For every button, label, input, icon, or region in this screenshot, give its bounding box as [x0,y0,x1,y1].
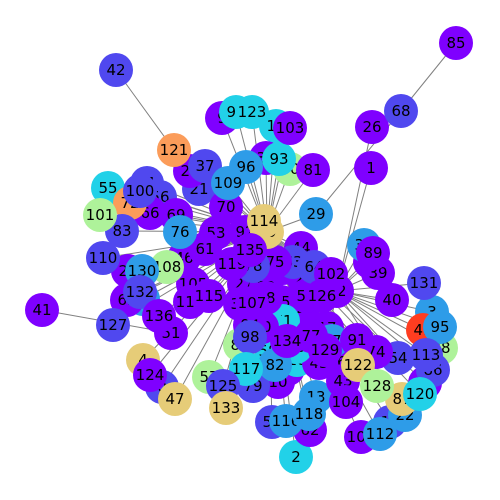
graph-node-127[interactable]: 127 [96,308,130,342]
graph-node-126[interactable]: 126 [305,279,339,313]
node-label: 133 [212,399,241,417]
node-label: 47 [165,390,184,408]
graph-node-121[interactable]: 121 [157,133,191,167]
node-label: 100 [126,182,155,200]
graph-node-104[interactable]: 104 [329,385,363,419]
graph-node-89[interactable]: 89 [356,236,390,270]
node-label: 68 [391,102,410,120]
node-label: 120 [406,385,435,403]
nodes-layer: 0123456789101112131415161718192021222324… [25,26,473,474]
graph-node-135[interactable]: 135 [233,233,267,267]
node-label: 95 [430,318,449,336]
node-label: 113 [412,346,441,364]
node-label: 132 [126,283,155,301]
graph-node-81[interactable]: 81 [296,153,330,187]
node-label: 104 [332,393,361,411]
node-label: 109 [214,174,243,192]
graph-node-112[interactable]: 112 [363,417,397,451]
node-label: 136 [145,307,174,325]
node-label: 93 [269,150,288,168]
graph-node-98[interactable]: 98 [233,320,267,354]
node-label: 85 [446,34,465,52]
node-label: 98 [240,328,259,346]
graph-node-42[interactable]: 42 [99,53,133,87]
graph-node-136[interactable]: 136 [142,299,176,333]
node-label: 129 [311,341,340,359]
graph-node-85[interactable]: 85 [439,26,473,60]
graph-node-115[interactable]: 115 [192,279,226,313]
node-label: 61 [195,240,214,258]
node-label: 103 [276,119,305,137]
node-label: 55 [98,179,117,197]
graph-node-114[interactable]: 114 [247,204,281,238]
node-label: 114 [250,212,279,230]
node-label: 121 [160,141,189,159]
graph-node-120[interactable]: 120 [403,377,437,411]
graph-node-47[interactable]: 47 [158,382,192,416]
graph-node-134[interactable]: 134 [270,324,304,358]
node-label: 118 [295,405,324,423]
graph-node-1[interactable]: 1 [354,151,388,185]
node-label: 76 [170,223,189,241]
graph-node-107[interactable]: 107 [235,286,269,320]
node-label: 135 [236,241,265,259]
graph-node-133[interactable]: 133 [209,391,243,425]
node-label: 131 [410,274,439,292]
graph-node-93[interactable]: 93 [262,142,296,176]
node-label: 107 [238,294,267,312]
node-label: 42 [106,61,125,79]
node-label: 41 [32,301,51,319]
graph-node-100[interactable]: 100 [123,174,157,208]
graph-node-110[interactable]: 110 [86,241,120,275]
node-label: 29 [306,205,325,223]
graph-node-26[interactable]: 26 [355,110,389,144]
node-label: 126 [308,287,337,305]
graph-node-29[interactable]: 29 [299,197,333,231]
node-label: 91 [347,331,366,349]
node-label: 81 [303,161,322,179]
graph-node-103[interactable]: 103 [273,111,307,145]
node-label: 89 [363,244,382,262]
node-label: 115 [195,287,224,305]
node-label: 2 [291,448,301,466]
graph-node-76[interactable]: 76 [163,215,197,249]
node-label: 124 [136,366,165,384]
node-label: 83 [112,222,131,240]
graph-node-128[interactable]: 128 [360,369,394,403]
node-label: 1 [366,159,376,177]
graph-node-41[interactable]: 41 [25,293,59,327]
graph-node-40[interactable]: 40 [375,283,409,317]
graph-node-109[interactable]: 109 [211,166,245,200]
graph-node-131[interactable]: 131 [407,266,441,300]
node-label: 112 [366,425,395,443]
graph-node-113[interactable]: 113 [409,338,443,372]
node-label: 123 [238,103,267,121]
node-label: 134 [273,332,302,350]
node-label: 101 [86,206,115,224]
node-label: 70 [216,198,235,216]
node-label: 26 [362,118,381,136]
graph-node-123[interactable]: 123 [235,95,269,129]
graph-node-101[interactable]: 101 [83,198,117,232]
graph-node-129[interactable]: 129 [308,333,342,367]
node-label: 40 [382,291,401,309]
node-label: 127 [99,316,128,334]
node-label: 110 [89,249,118,267]
graph-node-124[interactable]: 124 [133,358,167,392]
node-label: 37 [195,157,214,175]
node-label: 82 [265,356,284,374]
node-label: 122 [344,356,373,374]
graph-node-118[interactable]: 118 [292,397,326,431]
node-label: 128 [363,377,392,395]
graph-node-68[interactable]: 68 [384,94,418,128]
